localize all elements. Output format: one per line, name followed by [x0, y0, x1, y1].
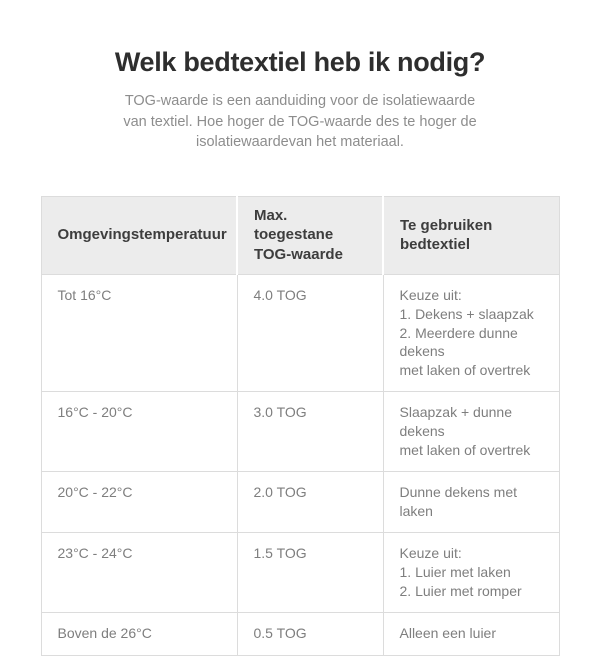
col-header-omgevingstemperatuur: Omgevingstemperatuur — [41, 196, 237, 276]
page-title: Welk bedtextiel heb ik nodig? — [114, 47, 486, 77]
cell-tog-value: 3.0 TOG — [236, 391, 384, 473]
cell-bedtextiel: Alleen een luier — [382, 612, 560, 656]
cell-bedtextiel: Slaapzak + dunne dekens met laken of ove… — [382, 391, 560, 473]
cell-bedtextiel: Keuze uit: 1. Dekens + slaapzak 2. Meerd… — [382, 274, 560, 393]
table-row: Boven de 26°C 0.5 TOG Alleen een luier — [40, 612, 560, 656]
cell-tog-value: 2.0 TOG — [236, 471, 384, 534]
cell-temperature: Boven de 26°C — [40, 612, 238, 656]
col-header-max-tog-waarde: Max. toegestane TOG-waarde — [236, 196, 383, 276]
table-row: Tot 16°C 4.0 TOG Keuze uit: 1. Dekens + … — [40, 274, 560, 393]
table-row: 16°C - 20°C 3.0 TOG Slaapzak + dunne dek… — [40, 391, 560, 473]
tog-table: Omgevingstemperatuur Max. toegestane TOG… — [40, 195, 560, 656]
cell-temperature: 20°C - 22°C — [40, 471, 238, 534]
cell-tog-value: 0.5 TOG — [236, 612, 384, 656]
cell-bedtextiel: Dunne dekens met laken — [382, 471, 560, 534]
infographic-page: Welk bedtextiel heb ik nodig? TOG-waarde… — [40, 47, 560, 656]
cell-tog-value: 4.0 TOG — [236, 274, 384, 393]
cell-temperature: 16°C - 20°C — [40, 391, 238, 473]
table-row: 23°C - 24°C 1.5 TOG Keuze uit: 1. Luier … — [40, 532, 560, 614]
cell-temperature: Tot 16°C — [40, 274, 238, 393]
table-row: 20°C - 22°C 2.0 TOG Dunne dekens met lak… — [40, 471, 560, 534]
cell-bedtextiel: Keuze uit: 1. Luier met laken 2. Luier m… — [382, 532, 560, 614]
table-header-row: Omgevingstemperatuur Max. toegestane TOG… — [41, 196, 559, 276]
cell-tog-value: 1.5 TOG — [236, 532, 384, 614]
page-subtitle: TOG-waarde is een aanduiding voor de iso… — [123, 93, 477, 151]
col-header-te-gebruiken-bedtextiel: Te gebruiken bedtextiel — [382, 196, 559, 276]
cell-temperature: 23°C - 24°C — [40, 532, 238, 614]
